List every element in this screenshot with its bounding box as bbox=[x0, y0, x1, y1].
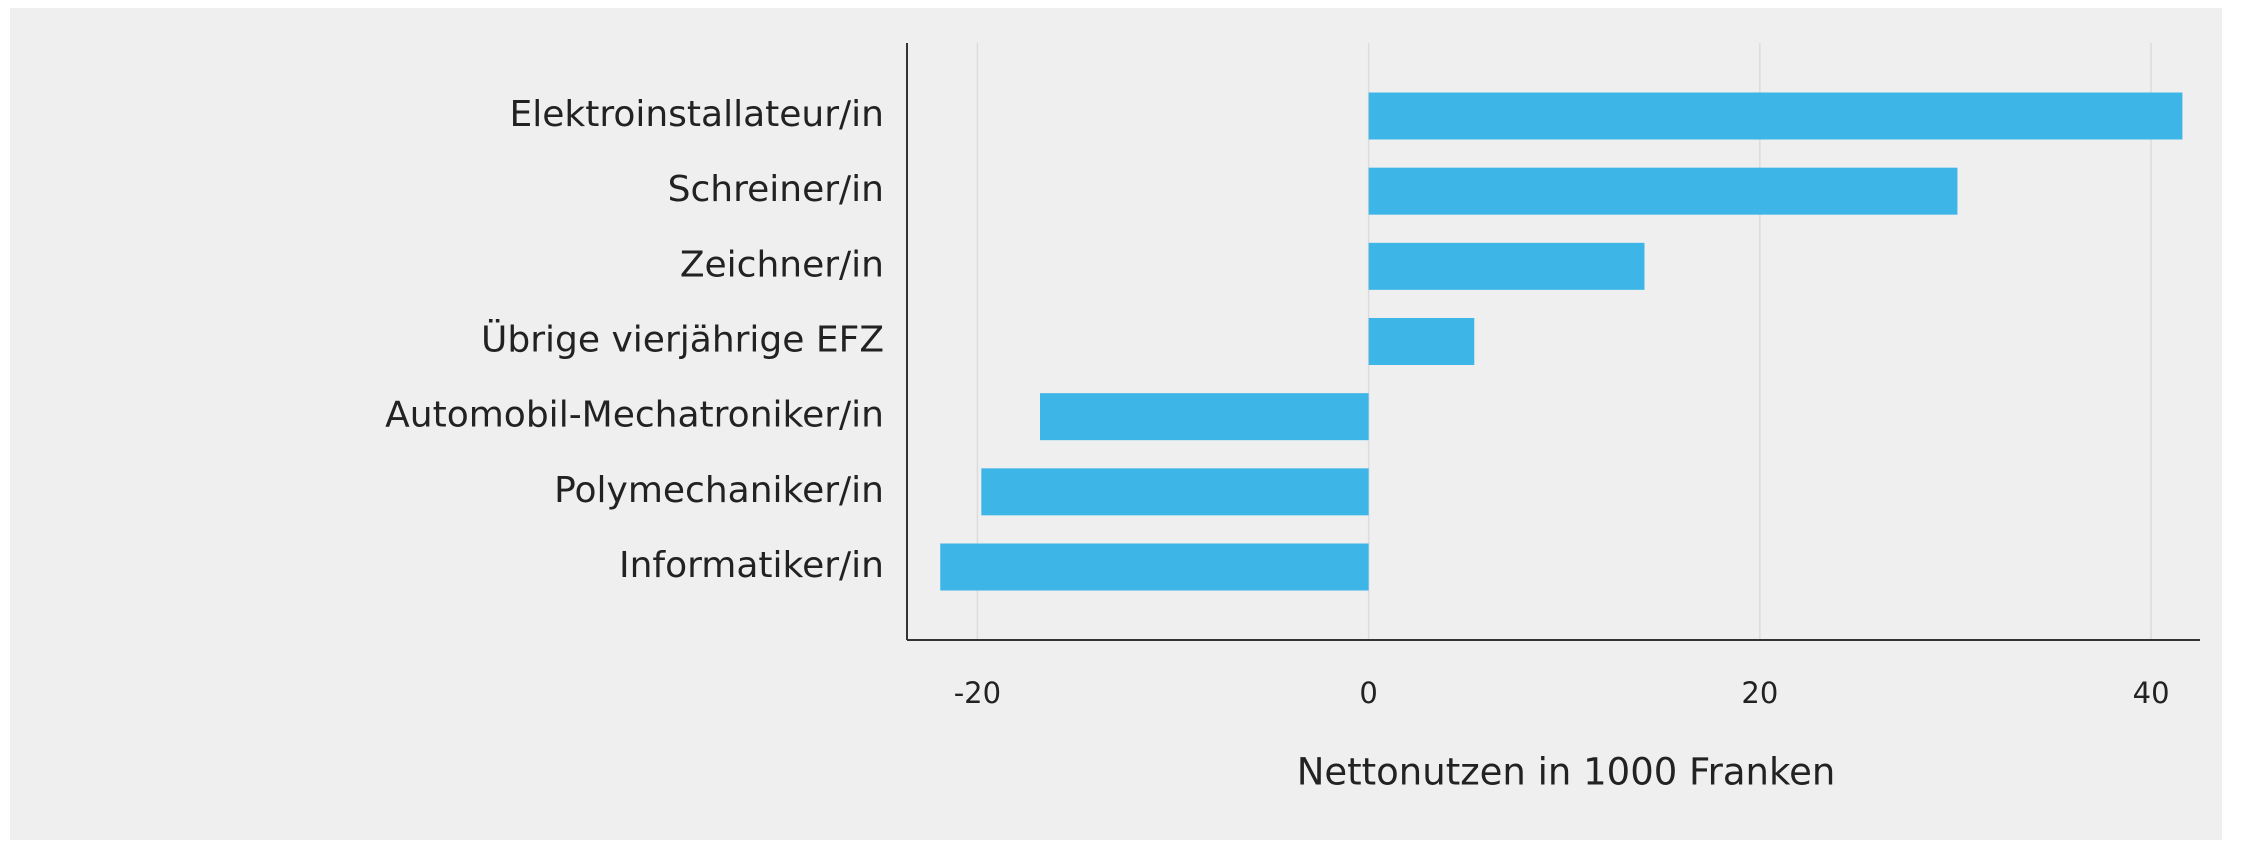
bar bbox=[940, 543, 1369, 591]
x-tick-label: 40 bbox=[2133, 676, 2170, 710]
x-tick-label: 20 bbox=[1741, 676, 1778, 710]
bar bbox=[1368, 318, 1475, 365]
bar bbox=[1368, 242, 1645, 290]
y-tick-label: Elektroinstallateur/in bbox=[509, 94, 884, 135]
y-tick-label: Automobil-Mechatroniker/in bbox=[385, 395, 884, 436]
bar bbox=[1368, 92, 2183, 140]
y-tick-label: Zeichner/in bbox=[680, 244, 884, 285]
y-tick-label: Informatiker/in bbox=[619, 545, 884, 586]
y-tick-label: Übrige vierjährige EFZ bbox=[481, 319, 884, 361]
bar bbox=[1040, 393, 1369, 441]
x-axis-title: Nettonutzen in 1000 Franken bbox=[1297, 751, 1836, 794]
bar bbox=[981, 468, 1369, 516]
x-tick-label: 0 bbox=[1359, 676, 1377, 710]
bar bbox=[1368, 167, 1958, 215]
y-tick-label: Schreiner/in bbox=[668, 169, 884, 210]
x-tick-label: -20 bbox=[954, 676, 1001, 710]
y-tick-label: Polymechaniker/in bbox=[554, 470, 884, 511]
